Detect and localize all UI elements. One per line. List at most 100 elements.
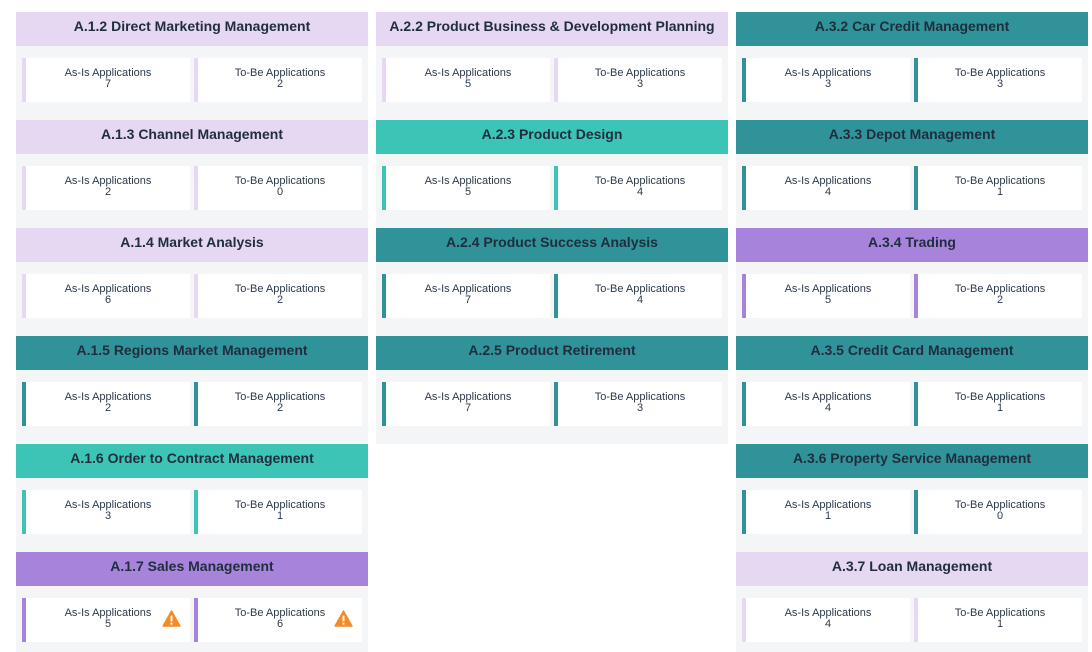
capability-metrics: As-Is Applications 5 To-Be Applications … [376, 154, 728, 228]
as-is-applications-count: 5 [464, 78, 472, 90]
as-is-applications-metric[interactable]: As-Is Applications 5 [742, 274, 910, 318]
as-is-applications-count: 2 [104, 402, 112, 414]
as-is-applications-metric[interactable]: As-Is Applications 7 [22, 58, 190, 102]
as-is-applications-label: As-Is Applications [424, 283, 512, 295]
capability-title[interactable]: A.2.3 Product Design [376, 120, 728, 154]
capability-title[interactable]: A.1.5 Regions Market Management [16, 336, 368, 370]
capability-title[interactable]: A.2.4 Product Success Analysis [376, 228, 728, 262]
to-be-applications-label: To-Be Applications [594, 283, 686, 295]
capability-card[interactable]: A.2.3 Product Design As-Is Applications … [376, 120, 728, 228]
capability-metrics: As-Is Applications 7 To-Be Applications … [376, 262, 728, 336]
as-is-applications-metric[interactable]: As-Is Applications 3 [22, 490, 190, 534]
capability-title[interactable]: A.2.5 Product Retirement [376, 336, 728, 370]
as-is-applications-count: 4 [824, 618, 832, 630]
capability-title[interactable]: A.2.2 Product Business & Development Pla… [376, 12, 728, 46]
capability-title[interactable]: A.1.7 Sales Management [16, 552, 368, 586]
to-be-applications-metric[interactable]: To-Be Applications 4 [554, 274, 722, 318]
as-is-applications-label: As-Is Applications [64, 607, 152, 619]
as-is-applications-metric[interactable]: As-Is Applications 4 [742, 598, 910, 642]
to-be-applications-metric[interactable]: To-Be Applications 0 [194, 166, 362, 210]
to-be-applications-count: 1 [996, 186, 1004, 198]
as-is-applications-metric[interactable]: As-Is Applications 2 [22, 382, 190, 426]
to-be-applications-label: To-Be Applications [954, 607, 1046, 619]
as-is-applications-metric[interactable]: As-Is Applications 5 [382, 58, 550, 102]
capability-title[interactable]: A.3.3 Depot Management [736, 120, 1088, 154]
capability-title[interactable]: A.3.5 Credit Card Management [736, 336, 1088, 370]
capability-card[interactable]: A.3.6 Property Service Management As-Is … [736, 444, 1088, 552]
to-be-applications-count: 1 [276, 510, 284, 522]
as-is-applications-metric[interactable]: As-Is Applications 7 [382, 274, 550, 318]
capability-card[interactable]: A.2.2 Product Business & Development Pla… [376, 12, 728, 120]
to-be-applications-label: To-Be Applications [234, 391, 326, 403]
as-is-applications-metric[interactable]: As-Is Applications 5 [382, 166, 550, 210]
to-be-applications-count: 0 [996, 510, 1004, 522]
as-is-applications-label: As-Is Applications [64, 283, 152, 295]
capability-column-a1: A.1.2 Direct Marketing Management As-Is … [16, 12, 368, 652]
capability-card[interactable]: A.1.5 Regions Market Management As-Is Ap… [16, 336, 368, 444]
capability-title[interactable]: A.1.6 Order to Contract Management [16, 444, 368, 478]
capability-metrics: As-Is Applications 3 To-Be Applications … [16, 478, 368, 552]
as-is-applications-metric[interactable]: As-Is Applications 3 [742, 58, 910, 102]
capability-card[interactable]: A.2.4 Product Success Analysis As-Is App… [376, 228, 728, 336]
to-be-applications-metric[interactable]: To-Be Applications 1 [914, 382, 1082, 426]
as-is-applications-metric[interactable]: As-Is Applications 7 [382, 382, 550, 426]
capability-card[interactable]: A.3.5 Credit Card Management As-Is Appli… [736, 336, 1088, 444]
capability-title[interactable]: A.1.3 Channel Management [16, 120, 368, 154]
as-is-applications-label: As-Is Applications [64, 175, 152, 187]
to-be-applications-metric[interactable]: To-Be Applications 3 [914, 58, 1082, 102]
to-be-applications-metric[interactable]: To-Be Applications 1 [194, 490, 362, 534]
to-be-applications-label: To-Be Applications [594, 67, 686, 79]
capability-title[interactable]: A.3.6 Property Service Management [736, 444, 1088, 478]
to-be-applications-count: 3 [636, 78, 644, 90]
capability-card[interactable]: A.1.4 Market Analysis As-Is Applications… [16, 228, 368, 336]
to-be-applications-metric[interactable]: To-Be Applications 6 [194, 598, 362, 642]
capability-title[interactable]: A.3.4 Trading [736, 228, 1088, 262]
capability-card[interactable]: A.2.5 Product Retirement As-Is Applicati… [376, 336, 728, 444]
capability-metrics: As-Is Applications 2 To-Be Applications … [16, 370, 368, 444]
as-is-applications-metric[interactable]: As-Is Applications 1 [742, 490, 910, 534]
capability-card[interactable]: A.1.6 Order to Contract Management As-Is… [16, 444, 368, 552]
capability-card[interactable]: A.1.7 Sales Management As-Is Application… [16, 552, 368, 652]
as-is-applications-count: 3 [824, 78, 832, 90]
capability-card[interactable]: A.1.3 Channel Management As-Is Applicati… [16, 120, 368, 228]
capability-card[interactable]: A.3.3 Depot Management As-Is Application… [736, 120, 1088, 228]
as-is-applications-count: 5 [464, 186, 472, 198]
as-is-applications-metric[interactable]: As-Is Applications 4 [742, 382, 910, 426]
capability-title[interactable]: A.3.2 Car Credit Management [736, 12, 1088, 46]
to-be-applications-metric[interactable]: To-Be Applications 3 [554, 58, 722, 102]
to-be-applications-metric[interactable]: To-Be Applications 2 [914, 274, 1082, 318]
capability-card[interactable]: A.3.7 Loan Management As-Is Applications… [736, 552, 1088, 652]
capability-card[interactable]: A.3.4 Trading As-Is Applications 5 To-Be… [736, 228, 1088, 336]
to-be-applications-label: To-Be Applications [234, 499, 326, 511]
to-be-applications-label: To-Be Applications [234, 607, 326, 619]
capability-metrics: As-Is Applications 2 To-Be Applications … [16, 154, 368, 228]
as-is-applications-metric[interactable]: As-Is Applications 5 [22, 598, 190, 642]
capability-card[interactable]: A.1.2 Direct Marketing Management As-Is … [16, 12, 368, 120]
as-is-applications-count: 1 [824, 510, 832, 522]
as-is-applications-count: 7 [104, 78, 112, 90]
to-be-applications-count: 0 [276, 186, 284, 198]
to-be-applications-metric[interactable]: To-Be Applications 3 [554, 382, 722, 426]
to-be-applications-metric[interactable]: To-Be Applications 0 [914, 490, 1082, 534]
as-is-applications-label: As-Is Applications [784, 391, 872, 403]
to-be-applications-metric[interactable]: To-Be Applications 4 [554, 166, 722, 210]
capability-title[interactable]: A.3.7 Loan Management [736, 552, 1088, 586]
to-be-applications-count: 6 [276, 618, 284, 630]
warning-triangle-icon [162, 610, 181, 627]
to-be-applications-metric[interactable]: To-Be Applications 1 [914, 166, 1082, 210]
as-is-applications-count: 5 [104, 618, 112, 630]
as-is-applications-label: As-Is Applications [64, 499, 152, 511]
as-is-applications-metric[interactable]: As-Is Applications 2 [22, 166, 190, 210]
to-be-applications-count: 2 [276, 402, 284, 414]
as-is-applications-metric[interactable]: As-Is Applications 4 [742, 166, 910, 210]
capability-title[interactable]: A.1.4 Market Analysis [16, 228, 368, 262]
capability-card[interactable]: A.3.2 Car Credit Management As-Is Applic… [736, 12, 1088, 120]
to-be-applications-metric[interactable]: To-Be Applications 1 [914, 598, 1082, 642]
to-be-applications-metric[interactable]: To-Be Applications 2 [194, 274, 362, 318]
capability-title[interactable]: A.1.2 Direct Marketing Management [16, 12, 368, 46]
to-be-applications-metric[interactable]: To-Be Applications 2 [194, 382, 362, 426]
capability-metrics: As-Is Applications 4 To-Be Applications … [736, 370, 1088, 444]
to-be-applications-metric[interactable]: To-Be Applications 2 [194, 58, 362, 102]
as-is-applications-label: As-Is Applications [424, 391, 512, 403]
as-is-applications-metric[interactable]: As-Is Applications 6 [22, 274, 190, 318]
